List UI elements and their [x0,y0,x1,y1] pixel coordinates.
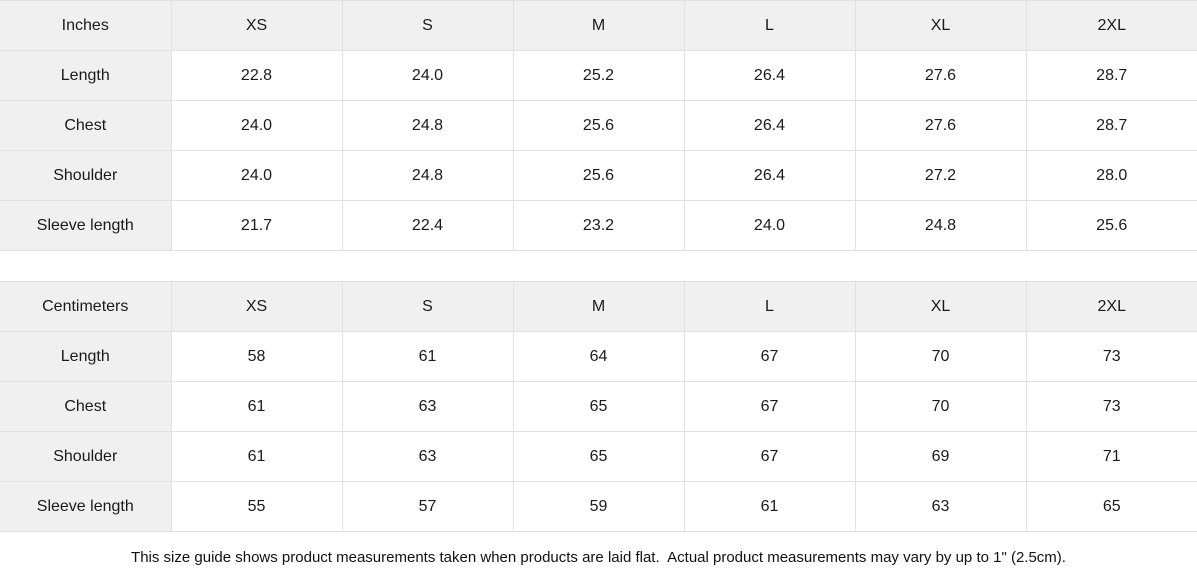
measurement-value: 27.6 [854,100,1027,151]
measurement-value: 67 [683,381,856,432]
measurement-value: 24.8 [341,150,514,201]
measurement-value: 67 [683,431,856,482]
size-header-xs: XS [170,281,343,332]
measurement-value: 58 [170,331,343,382]
measurement-value: 73 [1025,331,1197,382]
header-row-centimeters: Centimeters XS S M L XL 2XL [0,281,1197,332]
measurement-value: 23.2 [512,200,685,251]
table-row: Sleeve length 55 57 59 61 63 65 [0,481,1197,532]
measurement-value: 67 [683,331,856,382]
measurement-value: 65 [512,381,685,432]
measurement-value: 24.0 [170,100,343,151]
size-header-m: M [512,0,685,51]
measurement-value: 57 [341,481,514,532]
measurement-value: 24.0 [683,200,856,251]
measurement-label: Sleeve length [0,200,172,251]
table-row: Shoulder 24.0 24.8 25.6 26.4 27.2 28.0 [0,150,1197,201]
measurement-value: 63 [341,381,514,432]
measurement-value: 71 [1025,431,1197,482]
measurement-value: 22.8 [170,50,343,101]
measurement-value: 24.0 [341,50,514,101]
table-row: Chest 24.0 24.8 25.6 26.4 27.6 28.7 [0,100,1197,151]
measurement-label: Chest [0,100,172,151]
size-header-xs: XS [170,0,343,51]
measurement-value: 28.0 [1025,150,1197,201]
size-header-m: M [512,281,685,332]
header-row-inches: Inches XS S M L XL 2XL [0,0,1197,51]
measurement-value: 65 [1025,481,1197,532]
table-row: Length 22.8 24.0 25.2 26.4 27.6 28.7 [0,50,1197,101]
table-gap [0,251,1197,281]
measurement-value: 28.7 [1025,100,1197,151]
measurement-label: Length [0,50,172,101]
measurement-value: 27.6 [854,50,1027,101]
size-header-xl: XL [854,0,1027,51]
size-header-s: S [341,281,514,332]
measurement-value: 25.6 [512,100,685,151]
size-table-inches: Inches XS S M L XL 2XL Length 22.8 24.0 25.2 26.4 27… [0,0,1197,251]
size-guide-disclaimer: This size guide shows product measuremen… [0,532,1197,580]
measurement-value: 25.6 [512,150,685,201]
measurement-value: 24.0 [170,150,343,201]
measurement-value: 59 [512,481,685,532]
measurement-value: 26.4 [683,100,856,151]
measurement-value: 25.2 [512,50,685,101]
size-header-xl: XL [854,281,1027,332]
size-header-l: L [683,281,856,332]
measurement-value: 24.8 [341,100,514,151]
unit-header-inches: Inches [0,0,172,51]
measurement-value: 70 [854,381,1027,432]
measurement-value: 61 [341,331,514,382]
measurement-value: 65 [512,431,685,482]
size-header-2xl: 2XL [1025,281,1197,332]
size-header-2xl: 2XL [1025,0,1197,51]
measurement-value: 24.8 [854,200,1027,251]
measurement-label: Shoulder [0,431,172,482]
measurement-value: 64 [512,331,685,382]
measurement-value: 26.4 [683,50,856,101]
measurement-value: 27.2 [854,150,1027,201]
measurement-label: Shoulder [0,150,172,201]
measurement-label: Length [0,331,172,382]
size-table-centimeters: Centimeters XS S M L XL 2XL Length 58 61 64 67 70 73 C… [0,281,1197,532]
measurement-value: 63 [341,431,514,482]
table-row: Sleeve length 21.7 22.4 23.2 24.0 24.8 25.6 [0,200,1197,251]
measurement-value: 22.4 [341,200,514,251]
measurement-value: 21.7 [170,200,343,251]
measurement-value: 69 [854,431,1027,482]
table-row: Shoulder 61 63 65 67 69 71 [0,431,1197,482]
measurement-value: 28.7 [1025,50,1197,101]
size-header-s: S [341,0,514,51]
measurement-value: 25.6 [1025,200,1197,251]
size-header-l: L [683,0,856,51]
measurement-label: Chest [0,381,172,432]
table-row: Length 58 61 64 67 70 73 [0,331,1197,382]
measurement-value: 61 [170,381,343,432]
measurement-value: 61 [170,431,343,482]
measurement-value: 73 [1025,381,1197,432]
measurement-value: 61 [683,481,856,532]
unit-header-centimeters: Centimeters [0,281,172,332]
measurement-value: 26.4 [683,150,856,201]
measurement-value: 70 [854,331,1027,382]
measurement-value: 63 [854,481,1027,532]
measurement-value: 55 [170,481,343,532]
measurement-label: Sleeve length [0,481,172,532]
table-row: Chest 61 63 65 67 70 73 [0,381,1197,432]
